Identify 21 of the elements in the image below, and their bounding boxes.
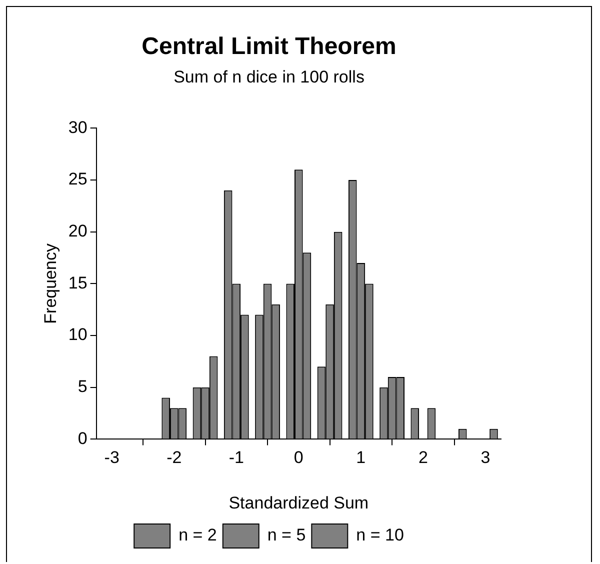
y-tick-label: 20 [68,222,88,241]
x-tick-label: 0 [294,448,304,468]
chart-subtitle: Sum of n dice in 100 rolls [174,68,364,87]
x-tick-label: 3 [480,448,490,468]
x-tick-label: -1 [228,448,244,468]
y-tick-label: 0 [78,428,88,448]
y-tick-label: 25 [68,170,88,189]
y-tick-label: 5 [78,377,88,396]
legend-label: n = 10 [356,526,404,545]
y-tick-label: 15 [68,273,88,292]
chart-title: Central Limit Theorem [142,33,396,60]
legend-label: n = 2 [178,526,217,545]
y-tick-label: 30 [68,118,88,137]
x-tick-label: -3 [104,448,120,468]
legend-label: n = 5 [267,526,306,545]
x-tick-label: 2 [418,448,428,468]
x-tick-label: -2 [166,448,182,468]
x-axis-title: Standardized Sum [228,493,369,512]
y-tick-label: 10 [68,325,88,344]
y-axis-title: Frequency [40,243,60,324]
x-tick-label: 1 [356,448,366,468]
